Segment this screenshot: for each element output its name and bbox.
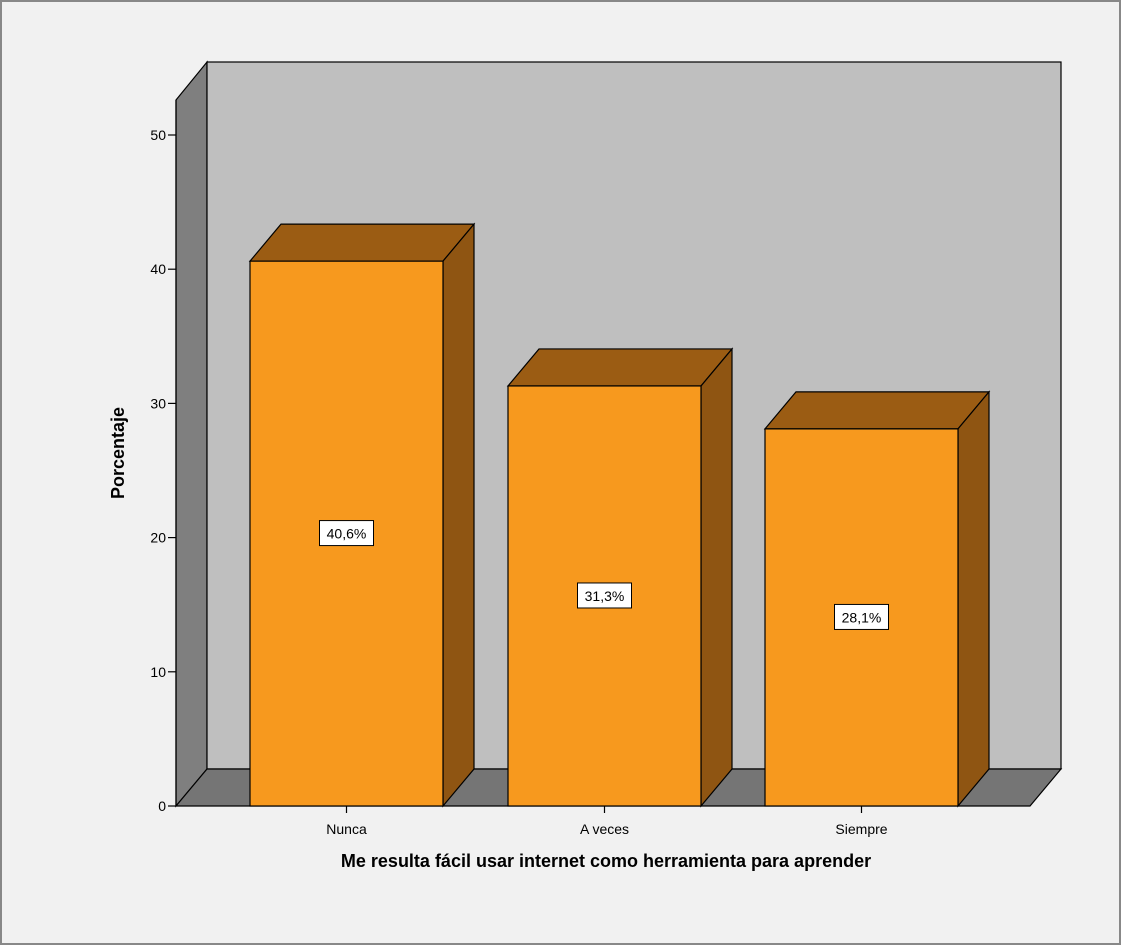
y-tick-label: 40 [150, 261, 166, 277]
y-tick-label: 50 [150, 127, 166, 143]
bars: 40,6% 31,3% 28,1% [248, 222, 991, 808]
data-label-box [319, 520, 374, 547]
bar-a-veces: 31,3% [506, 347, 734, 808]
data-label: 40,6% [327, 526, 367, 542]
y-tick-label: 20 [150, 530, 166, 546]
bar-side-face [957, 390, 990, 808]
x-axis-label: Me resulta fácil usar internet como herr… [341, 851, 871, 871]
data-label: 28,1% [842, 609, 882, 625]
y-axis-label: Porcentaje [108, 407, 128, 499]
x-tick-label: Nunca [326, 821, 367, 837]
bar-side-face [442, 222, 475, 808]
data-label-box [577, 582, 632, 609]
bar-nunca: 40,6% [248, 222, 476, 808]
y-axis: 0 10 20 30 40 50 [150, 100, 177, 814]
x-tick-label: Siempre [835, 821, 887, 837]
x-axis: Nunca A veces Siempre [326, 806, 888, 837]
y-tick-label: 10 [150, 664, 166, 680]
bar-top-face [763, 391, 991, 430]
y-tick-label: 30 [150, 395, 166, 411]
data-label-box [834, 603, 889, 630]
bar-top-face [248, 223, 476, 262]
bar-siempre: 28,1% [763, 390, 991, 808]
bar-top-face [506, 348, 734, 387]
data-label: 31,3% [585, 588, 625, 604]
x-tick-label: A veces [580, 821, 629, 837]
bar-side-face [700, 347, 733, 808]
side-wall [175, 60, 208, 808]
y-tick-label: 0 [158, 798, 166, 814]
